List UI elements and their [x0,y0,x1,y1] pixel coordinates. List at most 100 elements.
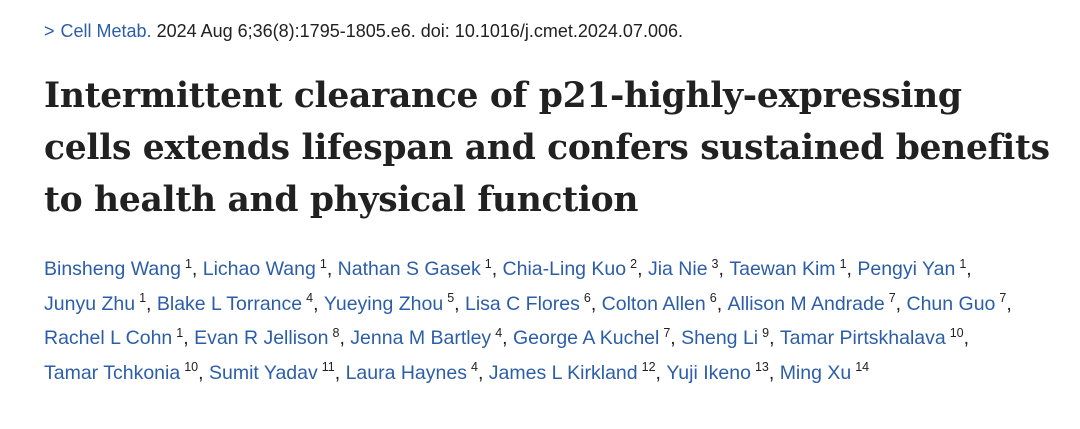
affiliation-number[interactable]: 5 [447,291,455,305]
author-name-link[interactable]: Tamar Pirtskhalava [779,327,946,349]
author-separator: , [637,258,648,280]
author-name-link[interactable]: Sumit Yadav [208,361,318,384]
author-name-link[interactable]: Nathan S Gasek [337,258,481,280]
author-name-link[interactable]: Ming Xu [779,361,852,384]
author-item: Allison M Andrade 7, [727,291,907,315]
author-separator: , [183,327,195,349]
author-item: Laura Haynes 4, [345,360,489,384]
author-item: Lichao Wang 1, [202,256,338,280]
author-separator: , [491,258,503,280]
author-name-link[interactable]: Yuji Ikeno [666,361,751,384]
affiliation-number[interactable]: 1 [184,256,192,271]
affiliation-number[interactable]: 6 [709,291,717,305]
author-name-link[interactable]: Colton Allen [601,292,706,315]
author-name-link[interactable]: Allison M Andrade [727,292,885,315]
affiliation-number[interactable]: 4 [495,325,503,340]
author-item: Blake L Torrance 4, [156,291,324,315]
author-item: George A Kuchel 7, [512,325,682,349]
affiliation-number[interactable]: 4 [306,291,314,305]
affiliation-number[interactable]: 1 [176,325,184,340]
author-separator: , [334,361,346,384]
author-separator: , [146,292,157,315]
author-separator: , [895,292,907,315]
author-name-link[interactable]: Rachel L Cohn [44,327,173,349]
author-separator: , [502,327,513,349]
author-name-link[interactable]: Jia Nie [647,258,708,280]
author-name-link[interactable]: Lisa C Flores [464,292,580,315]
author-item: Evan R Jellison 8, [194,325,351,349]
author-item: Binsheng Wang 1, [44,256,203,280]
affiliation-number[interactable]: 7 [663,325,671,340]
author-item: Junyu Zhu 1, [44,291,157,315]
author-separator: , [1006,292,1012,315]
citation-details: 2024 Aug 6;36(8):1795-1805.e6. doi: 10.1… [151,21,683,41]
author-name-link[interactable]: Jenna M Bartley [350,327,492,349]
author-name-link[interactable]: Lichao Wang [202,258,316,280]
author-item: Sheng Li 9, [681,325,780,349]
author-name-link[interactable]: Taewan Kim [729,258,836,280]
author-separator: , [326,258,338,280]
affiliation-number[interactable]: 4 [470,360,478,374]
author-name-link[interactable]: Binsheng Wang [44,258,181,280]
author-name-link[interactable]: Yueying Zhou [323,292,444,315]
author-item: Pengyi Yan 1, [857,256,972,280]
affiliation-number[interactable]: 9 [762,325,770,340]
author-separator: , [966,258,972,280]
author-separator: , [454,292,465,315]
affiliation-number[interactable]: 8 [332,325,340,340]
author-item: Ming Xu 14 [779,360,870,384]
affiliation-number[interactable]: 13 [754,360,769,374]
author-name-link[interactable]: Tamar Tchkonia [44,361,181,384]
affiliation-number[interactable]: 7 [888,291,896,305]
affiliation-number[interactable]: 10 [949,325,964,340]
author-name-link[interactable]: George A Kuchel [512,327,660,349]
author-separator: , [191,258,203,280]
affiliation-number[interactable]: 14 [855,360,870,374]
author-item: Tamar Pirtskhalava 10, [779,325,969,349]
author-separator: , [846,258,858,280]
author-name-link[interactable]: Chun Guo [906,292,996,315]
affiliation-number[interactable]: 3 [711,256,719,271]
author-item: James L Kirkland 12, [488,360,667,384]
author-name-link[interactable]: Laura Haynes [345,361,467,384]
article-title: Intermittent clearance of p21-highly-exp… [44,76,1050,220]
author-item: Nathan S Gasek 1, [337,256,503,280]
author-name-link[interactable]: Junyu Zhu [44,292,136,315]
author-item: Sumit Yadav 11, [208,360,346,384]
author-separator: , [313,292,324,315]
author-list: Binsheng Wang 1, Lichao Wang 1, Nathan S G… [44,252,1050,390]
affiliation-number[interactable]: 1 [484,256,492,271]
author-item: Colton Allen 6, [601,291,728,315]
affiliation-number[interactable]: 10 [184,360,199,374]
author-separator: , [590,292,602,315]
author-item: Chia-Ling Kuo 2, [502,256,648,280]
author-name-link[interactable]: Chia-Ling Kuo [502,258,627,280]
affiliation-number[interactable]: 6 [583,291,591,305]
author-item: Yueying Zhou 5, [323,291,465,315]
author-separator: , [339,327,351,349]
affiliation-number[interactable]: 7 [999,291,1007,305]
author-item: Rachel L Cohn 1, [44,325,195,349]
author-separator: , [670,327,682,349]
author-name-link[interactable]: Sheng Li [681,327,759,349]
affiliation-number[interactable]: 2 [630,256,638,271]
affiliation-number[interactable]: 1 [139,291,147,305]
author-item: Taewan Kim 1, [729,256,858,280]
citation-line: > Cell Metab. 2024 Aug 6;36(8):1795-1805.… [44,18,1050,44]
author-name-link[interactable]: Evan R Jellison [194,327,329,349]
author-name-link[interactable]: Blake L Torrance [156,292,303,315]
author-item: Jenna M Bartley 4, [350,325,513,349]
affiliation-number[interactable]: 1 [319,256,327,271]
affiliation-number[interactable]: 1 [959,256,967,271]
author-item: Lisa C Flores 6, [464,291,602,315]
author-name-link[interactable]: James L Kirkland [488,361,638,384]
author-separator: , [655,361,667,384]
chevron-right-icon[interactable]: > [44,21,55,41]
author-separator: , [768,361,780,384]
affiliation-number[interactable]: 11 [321,360,335,374]
journal-link[interactable]: Cell Metab. [60,21,152,41]
author-separator: , [716,292,728,315]
affiliation-number[interactable]: 12 [641,360,656,374]
author-name-link[interactable]: Pengyi Yan [857,258,956,280]
affiliation-number[interactable]: 1 [839,256,847,271]
